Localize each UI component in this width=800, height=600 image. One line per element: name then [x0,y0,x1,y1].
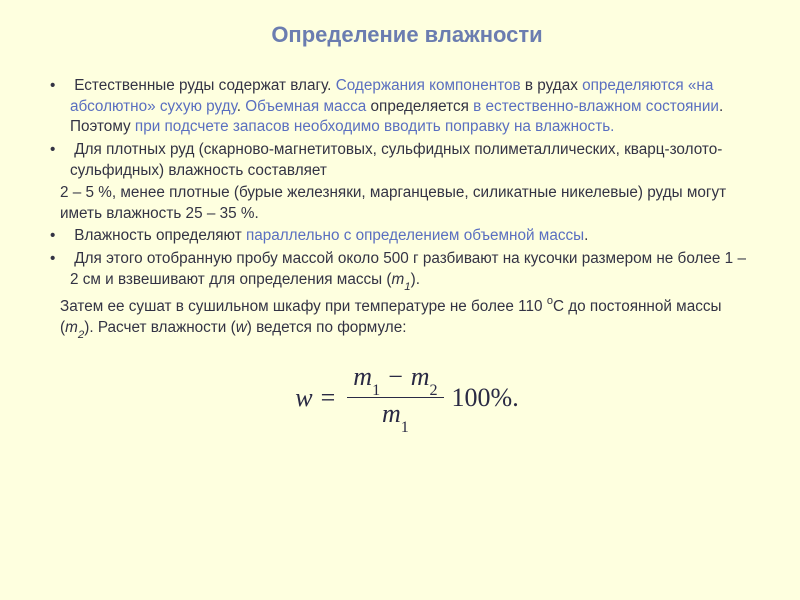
subscript: 1 [404,281,410,293]
var-w: w [236,319,247,336]
bullet-1: Естественные руды содержат влагу. Содерж… [60,76,754,138]
subscript: 2 [429,382,437,399]
text: Затем ее сушат в сушильном шкафу при тем… [60,298,547,315]
highlight: Объемная масса [245,98,366,115]
text: Для плотных руд (скарново-магнетитовых, … [70,141,722,179]
var-m: m [382,399,401,428]
bullet-4-cont: Затем ее сушат в сушильном шкафу при тем… [60,295,754,341]
var-m: m [353,362,372,391]
text: определяется [366,98,473,115]
text: . [584,227,588,244]
fraction: m1 − m2 m1 [347,362,443,434]
subscript: 2 [78,329,84,341]
text: ) ведется по формуле: [247,319,407,336]
var-m: m [411,362,430,391]
highlight: в естественно-влажном состоянии [473,98,719,115]
bullet-2-cont: 2 – 5 %, менее плотные (бурые железняки,… [60,183,754,224]
highlight: при подсчете запасов необходимо вводить … [135,118,615,135]
text: . [237,98,246,115]
denominator: m1 [376,399,415,434]
text: ). [411,271,420,288]
text: Естественные руды содержат влагу. [74,77,335,94]
var-m: m [65,319,78,336]
numerator: m1 − m2 [347,362,443,397]
subscript: 1 [401,419,409,436]
bullet-2: Для плотных руд (скарново-магнетитовых, … [60,140,754,181]
slide: Определение влажности Естественные руды … [0,0,800,600]
subscript: 1 [372,382,380,399]
formula-tail: 100%. [452,383,519,413]
bullet-4: Для этого отобранную пробу массой около … [60,249,754,293]
superscript: o [547,295,553,307]
page-title: Определение влажности [60,22,754,48]
text: в рудах [521,77,582,94]
minus-sign: − [380,362,411,391]
highlight: Содержания компонентов [336,77,521,94]
bullet-3: Влажность определяют параллельно с опред… [60,226,754,247]
var-m: m [391,271,404,288]
body-text: Естественные руды содержат влагу. Содерж… [60,76,754,342]
highlight: параллельно с определением объемной масс… [246,227,584,244]
text: Влажность определяют [74,227,246,244]
formula: w = m1 − m2 m1 100%. [60,362,754,434]
equals-sign: = [321,383,336,413]
formula-lhs: w [295,383,312,413]
text: ). Расчет влажности ( [84,319,235,336]
text: 2 – 5 %, менее плотные (бурые железняки,… [60,184,726,222]
